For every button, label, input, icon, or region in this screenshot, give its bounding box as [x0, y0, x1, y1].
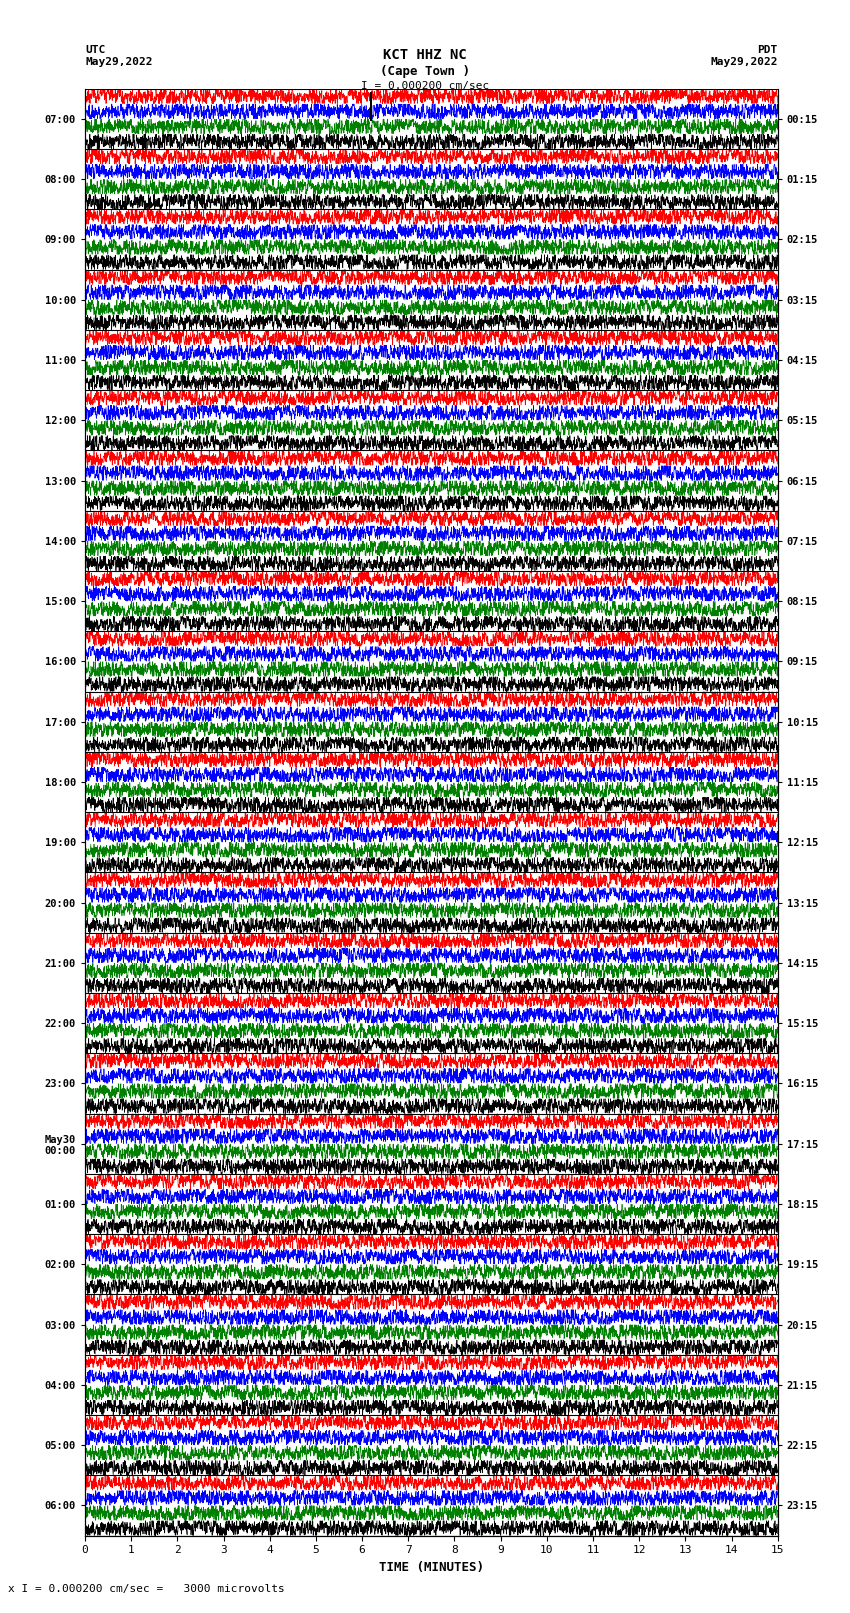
Text: PDT
May29,2022: PDT May29,2022: [711, 45, 778, 66]
Text: KCT HHZ NC: KCT HHZ NC: [383, 48, 467, 63]
Text: I = 0.000200 cm/sec: I = 0.000200 cm/sec: [361, 81, 489, 90]
X-axis label: TIME (MINUTES): TIME (MINUTES): [379, 1561, 484, 1574]
Text: UTC
May29,2022: UTC May29,2022: [85, 45, 152, 66]
Text: (Cape Town ): (Cape Town ): [380, 65, 470, 77]
Text: x I = 0.000200 cm/sec =   3000 microvolts: x I = 0.000200 cm/sec = 3000 microvolts: [8, 1584, 286, 1594]
